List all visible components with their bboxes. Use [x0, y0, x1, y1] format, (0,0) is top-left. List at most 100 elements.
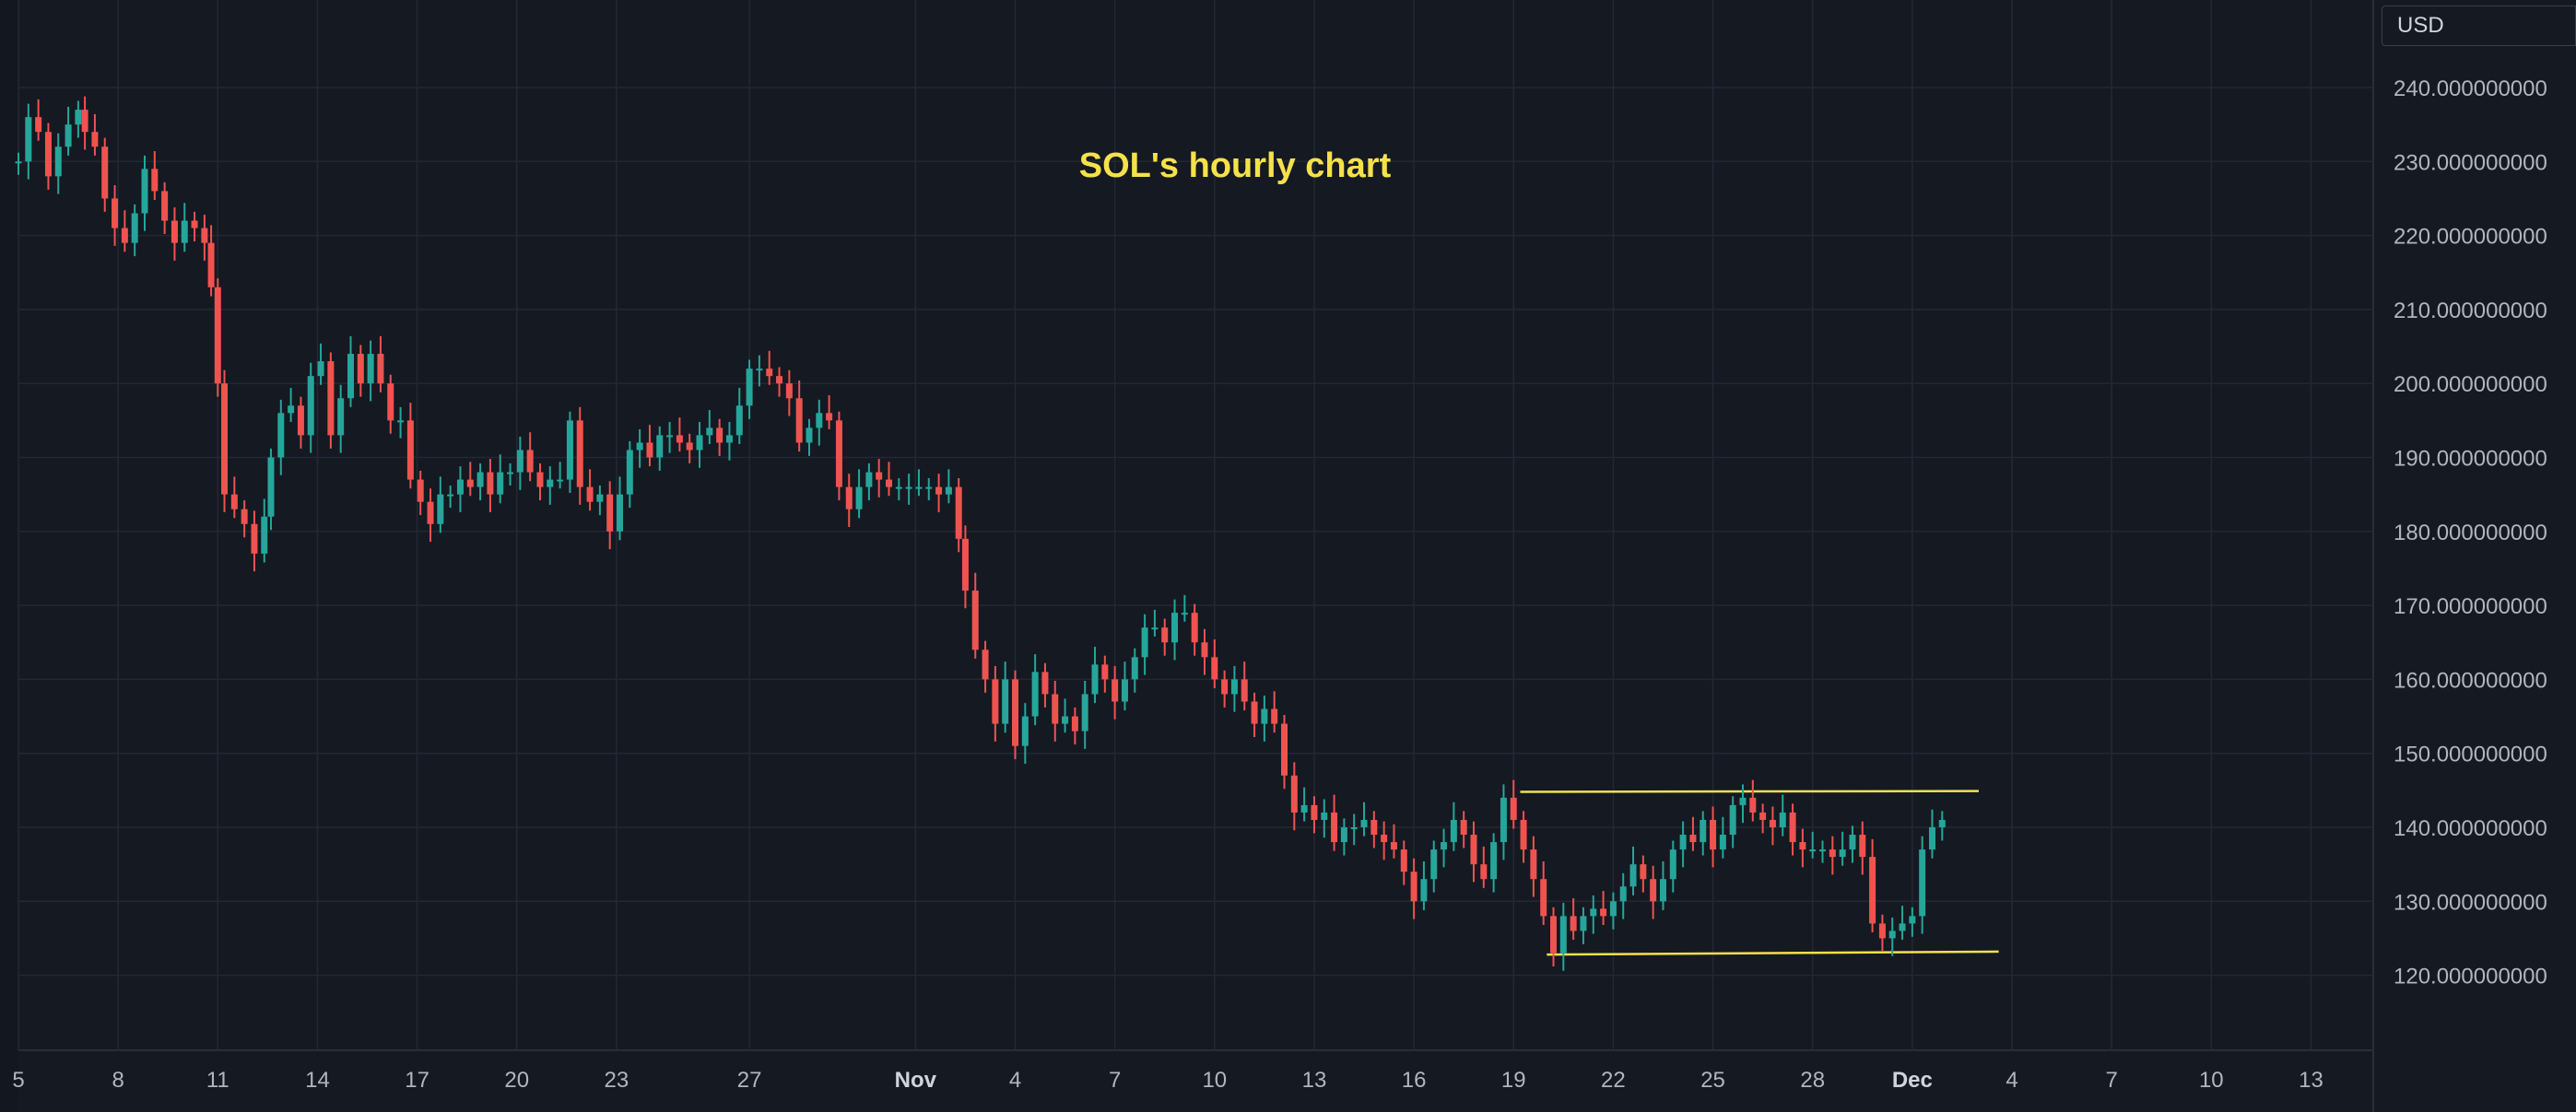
- candle-body: [44, 132, 52, 177]
- candle-body: [566, 420, 573, 480]
- x-tick-label: 20: [504, 1068, 529, 1093]
- candle-body: [1510, 797, 1517, 820]
- y-tick-label: 240.000000000: [2394, 76, 2547, 101]
- x-tick-label: 27: [737, 1068, 762, 1093]
- chart-grid: [0, 0, 2374, 1112]
- candle-body: [337, 398, 345, 436]
- candle-body: [746, 369, 753, 406]
- left-edge-strip: [0, 0, 18, 1112]
- candle-body: [766, 369, 773, 377]
- x-tick-label: 22: [1601, 1068, 1626, 1093]
- candle-body: [214, 287, 221, 384]
- candle-body: [1311, 804, 1318, 820]
- candle-body: [1151, 627, 1159, 630]
- candle-body: [961, 538, 969, 591]
- candle-body: [230, 494, 238, 509]
- candle-body: [547, 479, 554, 487]
- candle-body: [261, 516, 268, 554]
- candle-body: [101, 146, 109, 199]
- candle-body: [1799, 842, 1806, 850]
- candle-body: [1769, 819, 1776, 827]
- candle-body: [54, 146, 62, 177]
- y-tick-label: 120.000000000: [2394, 965, 2547, 989]
- candle-body: [277, 413, 285, 458]
- candle-body: [131, 213, 138, 243]
- x-tick-label: 25: [1700, 1068, 1725, 1093]
- candle-body: [297, 405, 304, 436]
- candle-body: [895, 486, 902, 489]
- candle-body: [1689, 835, 1697, 843]
- candle-body: [121, 228, 128, 243]
- candle-body: [327, 361, 335, 436]
- candle-body: [1600, 908, 1607, 917]
- x-tick-label: 7: [1109, 1068, 1121, 1093]
- candle-body: [151, 169, 159, 192]
- candle-body: [636, 442, 643, 451]
- candle-body: [1211, 657, 1218, 680]
- candle-body: [1729, 804, 1736, 836]
- candle-body: [516, 450, 523, 473]
- candle-body: [676, 435, 683, 443]
- x-tick-label: 13: [1302, 1068, 1327, 1093]
- candle-body: [596, 494, 604, 502]
- y-tick-label: 140.000000000: [2394, 816, 2547, 841]
- candle-body: [1241, 679, 1248, 702]
- candle-body: [1052, 694, 1059, 724]
- candle-body: [1659, 879, 1666, 902]
- candle-body: [1719, 835, 1726, 850]
- candle-body: [75, 110, 82, 125]
- candle-body: [1261, 708, 1268, 724]
- x-tick-label: 28: [1800, 1068, 1825, 1093]
- candle-body: [1679, 835, 1687, 850]
- candle-body: [716, 427, 723, 443]
- candle-body: [1181, 613, 1188, 615]
- candle-body: [1161, 627, 1169, 643]
- candle-body: [357, 354, 364, 384]
- candle-body: [646, 442, 653, 458]
- candle-body: [696, 435, 703, 451]
- candle-body: [1590, 908, 1597, 917]
- candle-body: [992, 679, 999, 724]
- x-tick-label: 14: [305, 1068, 330, 1093]
- candle-body: [387, 383, 394, 421]
- x-tick-label: 11: [206, 1068, 229, 1093]
- y-tick-label: 190.000000000: [2394, 447, 2547, 472]
- candle-body: [915, 486, 923, 489]
- candle-body: [476, 472, 484, 487]
- candle-body: [1550, 916, 1558, 954]
- candle-body: [1710, 819, 1717, 850]
- candle-body: [1410, 872, 1417, 902]
- candle-body: [557, 479, 564, 482]
- candle-body: [25, 117, 32, 162]
- candle-body: [1071, 716, 1078, 732]
- candle-body: [1321, 812, 1328, 820]
- candle-body: [905, 486, 912, 489]
- candle-body: [1928, 827, 1935, 850]
- y-tick-label: 220.000000000: [2394, 225, 2547, 250]
- candle-body: [1002, 679, 1009, 724]
- candle-body: [576, 420, 583, 487]
- chart-title: SOL's hourly chart: [1079, 146, 1392, 185]
- candle-body: [1271, 708, 1278, 724]
- x-tick-label: 13: [2299, 1068, 2323, 1093]
- price-axis: 240.000000000 230.000000000 220.000000000 2…: [2394, 76, 2547, 989]
- y-tick-label: 150.000000000: [2394, 743, 2547, 767]
- x-tick-label: Dec: [1892, 1068, 1933, 1093]
- candle-body: [845, 486, 853, 509]
- x-tick-label: 23: [605, 1068, 629, 1093]
- candle-body: [1739, 797, 1747, 805]
- candle-body: [1839, 849, 1846, 858]
- candle-body: [65, 124, 72, 147]
- candle-body: [207, 242, 215, 287]
- candle-body: [776, 376, 783, 384]
- x-tick-label: Nov: [895, 1068, 937, 1093]
- candle-body: [1779, 812, 1786, 827]
- candle-body: [865, 472, 873, 487]
- candle-body: [1490, 842, 1498, 880]
- candle-body: [447, 494, 454, 497]
- candle-body: [1609, 901, 1617, 917]
- candle-body: [617, 494, 624, 532]
- x-tick-label: 4: [2006, 1068, 2017, 1093]
- currency-selector[interactable]: USD: [2382, 6, 2576, 46]
- candle-body: [181, 220, 188, 243]
